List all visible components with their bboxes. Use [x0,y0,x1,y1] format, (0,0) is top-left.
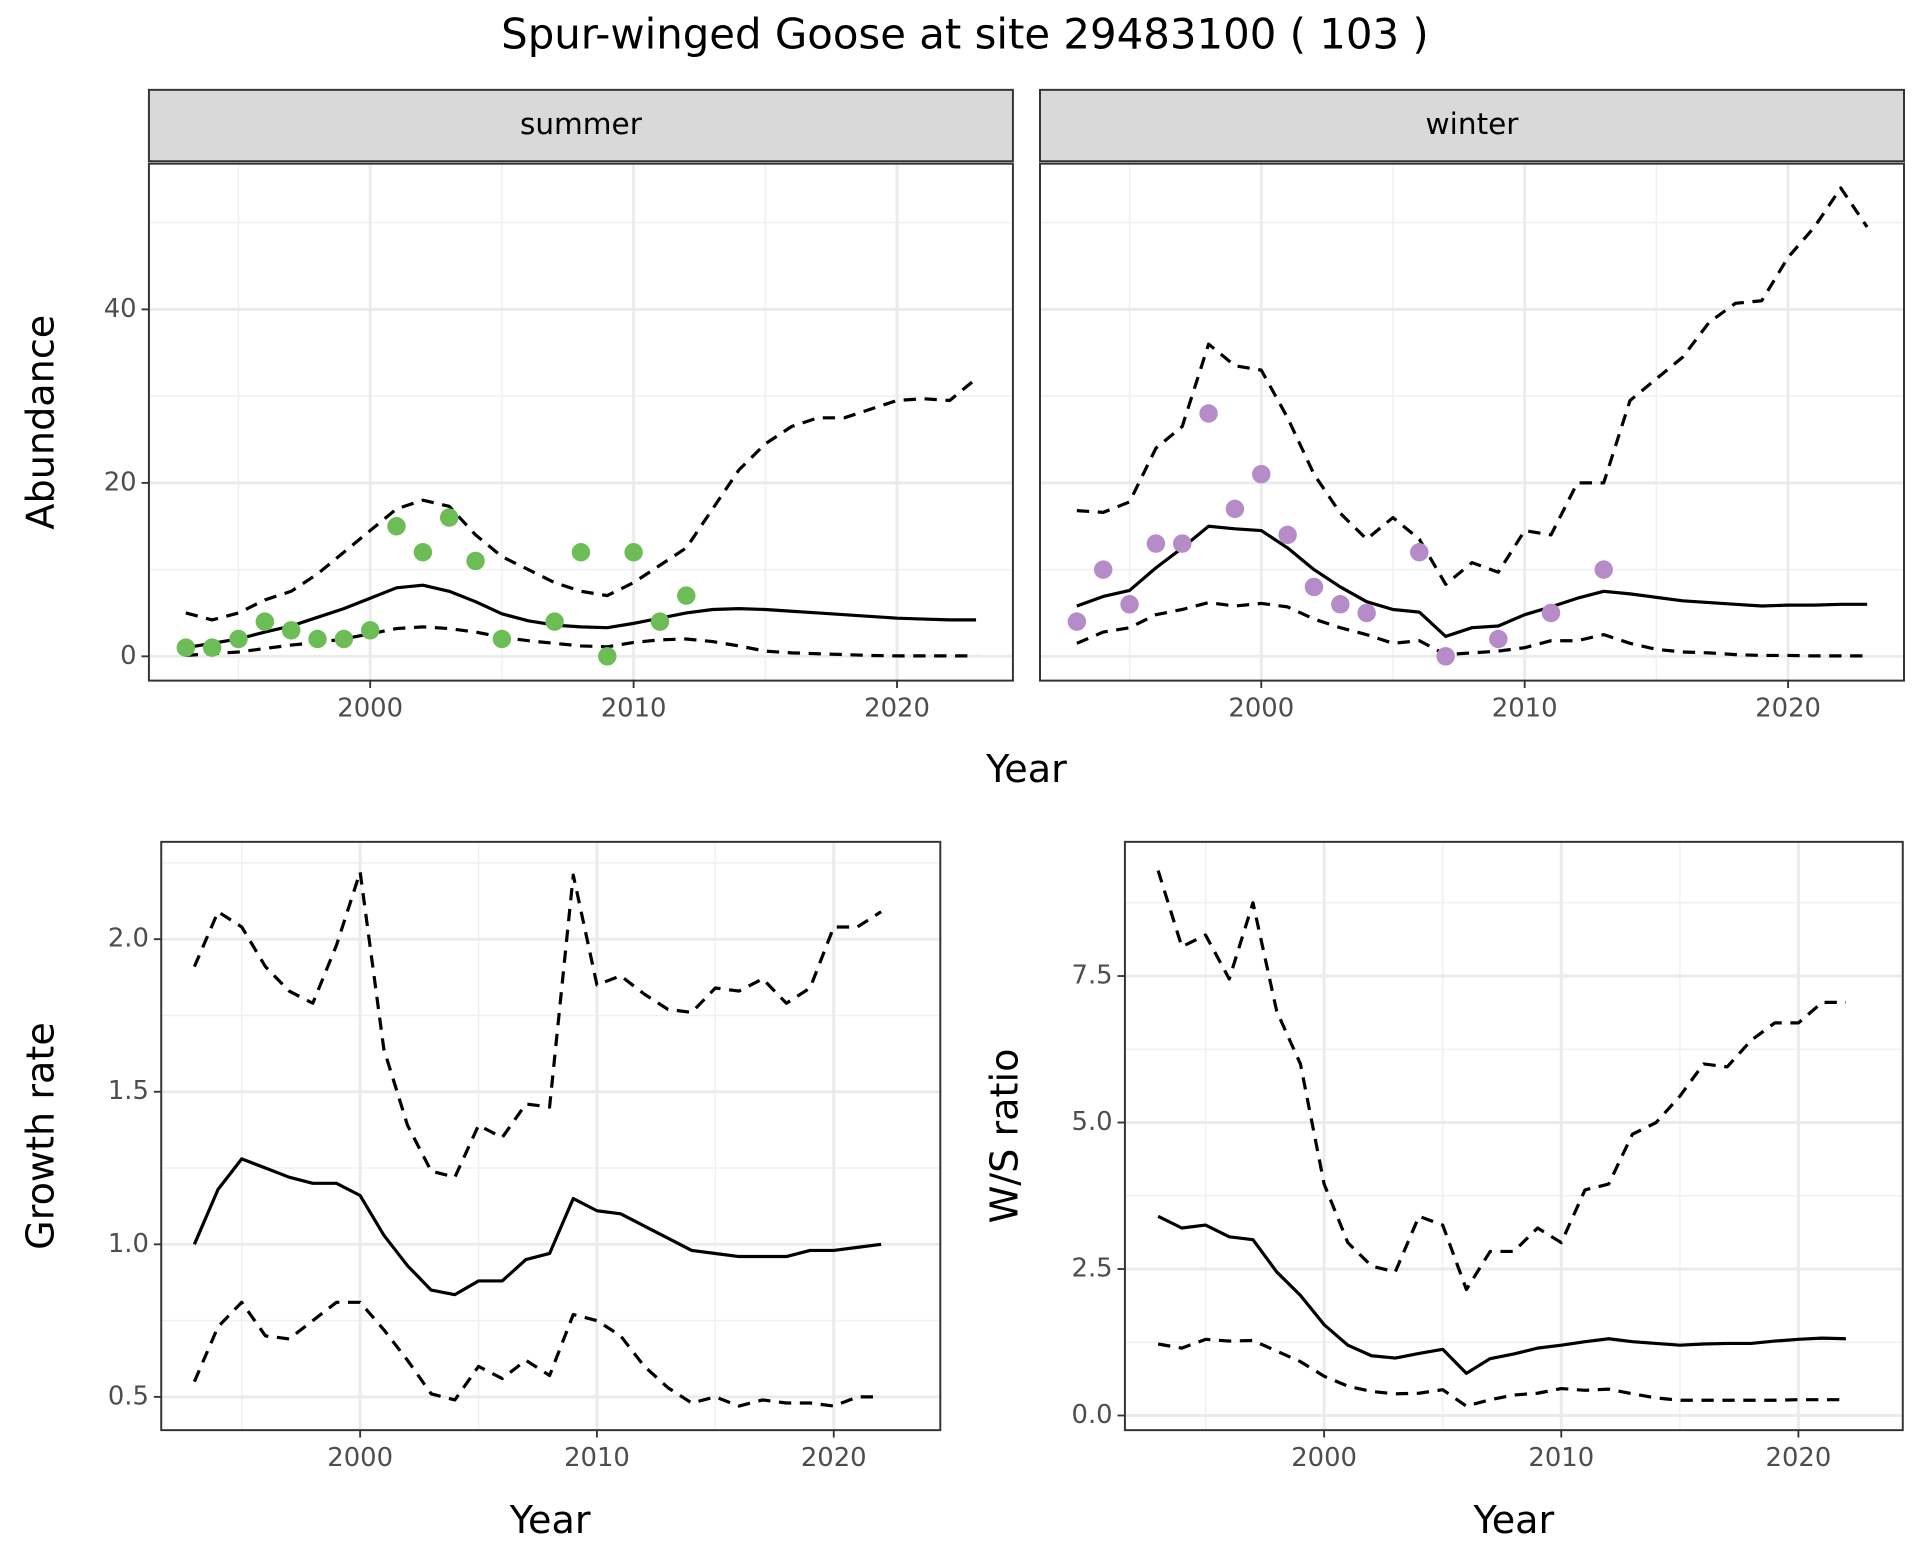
observation-point [413,543,433,562]
y-axis-title: Growth rate [19,1022,63,1250]
y-tick-label: 2.0 [108,924,149,954]
estimate-line [185,583,977,650]
x-axis-title: Year [509,1498,591,1542]
estimate-line [1157,1214,1846,1375]
y-tick-label: 0 [120,641,136,671]
facet-label: winter [1426,107,1520,141]
plot-panel [1040,163,1904,681]
x-tick-label: 2000 [327,1443,393,1473]
observation-point [1225,499,1245,519]
observation-point [1067,612,1087,631]
observation-point [650,612,670,631]
observation-point [255,612,275,631]
observation-point [387,517,406,536]
y-tick-label: 1.5 [108,1076,149,1106]
observation-point [1304,577,1324,597]
plot-border [1039,162,1905,682]
observation-point [1146,534,1166,553]
interval-line [185,377,978,622]
interval-line [192,1300,882,1408]
y-axis-title: W/S ratio [982,1049,1026,1224]
observation-point [1093,560,1113,579]
plot-panel [148,163,1013,681]
interval-line [1157,1337,1846,1408]
observation-point [492,629,512,649]
figure-title: Spur-winged Goose at site 29483100 ( 103… [501,9,1429,58]
observation-point [1199,404,1218,423]
observation-point [1357,603,1376,623]
y-tick-label: 2.5 [1072,1254,1113,1284]
observation-point [1120,595,1139,614]
observation-point [281,621,301,640]
observation-point [229,629,248,649]
observation-point [1278,525,1297,545]
plot-panel [1124,841,1903,1431]
observation-point [202,638,222,657]
observation-point [571,543,591,562]
y-tick-label: 1.0 [108,1229,149,1259]
observation-point [1331,595,1350,614]
interval-line [1156,870,1846,1292]
x-tick-label: 2010 [601,693,667,723]
x-tick-label: 2010 [564,1443,630,1473]
x-tick-label: 2020 [1755,693,1821,723]
x-tick-label: 2000 [337,693,403,723]
y-tick-label: 0.0 [1072,1400,1113,1430]
x-tick-label: 2000 [1291,1443,1357,1473]
observation-point [1252,464,1271,484]
observation-point [1594,560,1613,579]
estimate-line [192,1157,882,1297]
facet-strip [1039,88,1905,163]
x-tick-label: 2010 [1528,1443,1594,1473]
observation-point [598,647,617,666]
plot-border [160,840,942,1432]
observation-point [1173,534,1192,553]
x-tick-label: 2010 [1492,693,1558,723]
interval-line [1076,600,1868,658]
y-tick-label: 5.0 [1072,1107,1113,1137]
plot-panel [161,841,941,1431]
y-axis-title: Abundance [19,315,63,530]
observation-point [1489,629,1508,649]
observation-point [308,629,327,649]
observation-point [677,586,696,605]
y-tick-label: 7.5 [1072,961,1113,991]
facet-strip [147,88,1014,163]
plot-border [147,162,1014,682]
observation-point [334,629,354,649]
x-tick-label: 2000 [1228,693,1294,723]
observation-point [1410,543,1429,562]
observation-point [1436,647,1455,666]
observation-point [439,508,459,527]
x-tick-label: 2020 [864,693,930,723]
observation-point [1541,603,1561,623]
x-axis-title: Year [1472,1498,1554,1542]
y-tick-label: 40 [104,294,137,324]
facet-label: summer [520,107,643,141]
observation-point [624,543,643,562]
x-tick-label: 2020 [801,1443,867,1473]
y-tick-label: 20 [104,467,137,497]
estimate-line [1076,524,1868,638]
plot-border [1123,840,1904,1432]
y-tick-label: 0.5 [108,1381,149,1411]
observation-point [545,612,564,631]
observation-point [360,621,380,640]
x-axis-title: Year [985,747,1067,791]
observation-point [466,551,485,571]
observation-point [176,638,196,657]
interval-line [192,870,882,1179]
interval-line [1076,186,1869,586]
x-tick-label: 2020 [1766,1443,1832,1473]
